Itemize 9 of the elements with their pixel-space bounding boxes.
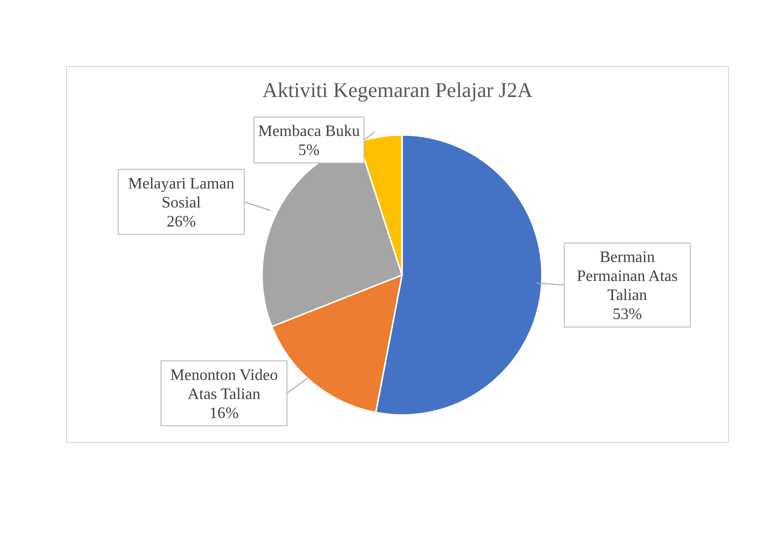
slice-label: Bermain Permainan Atas Talian bbox=[576, 249, 678, 304]
data-label: 5% bbox=[298, 142, 320, 159]
slice-label: Melayari Laman Sosial bbox=[128, 175, 234, 212]
chart-title: Aktiviti Kegemaran Pelajar J2A bbox=[261, 78, 534, 103]
slice-label: Menonton Video Atas Talian bbox=[170, 366, 278, 403]
data-label: 26% bbox=[166, 213, 196, 230]
slice-label: Membaca Buku bbox=[258, 123, 360, 140]
data-label: 53% bbox=[612, 306, 642, 324]
data-label: 16% bbox=[209, 404, 239, 422]
